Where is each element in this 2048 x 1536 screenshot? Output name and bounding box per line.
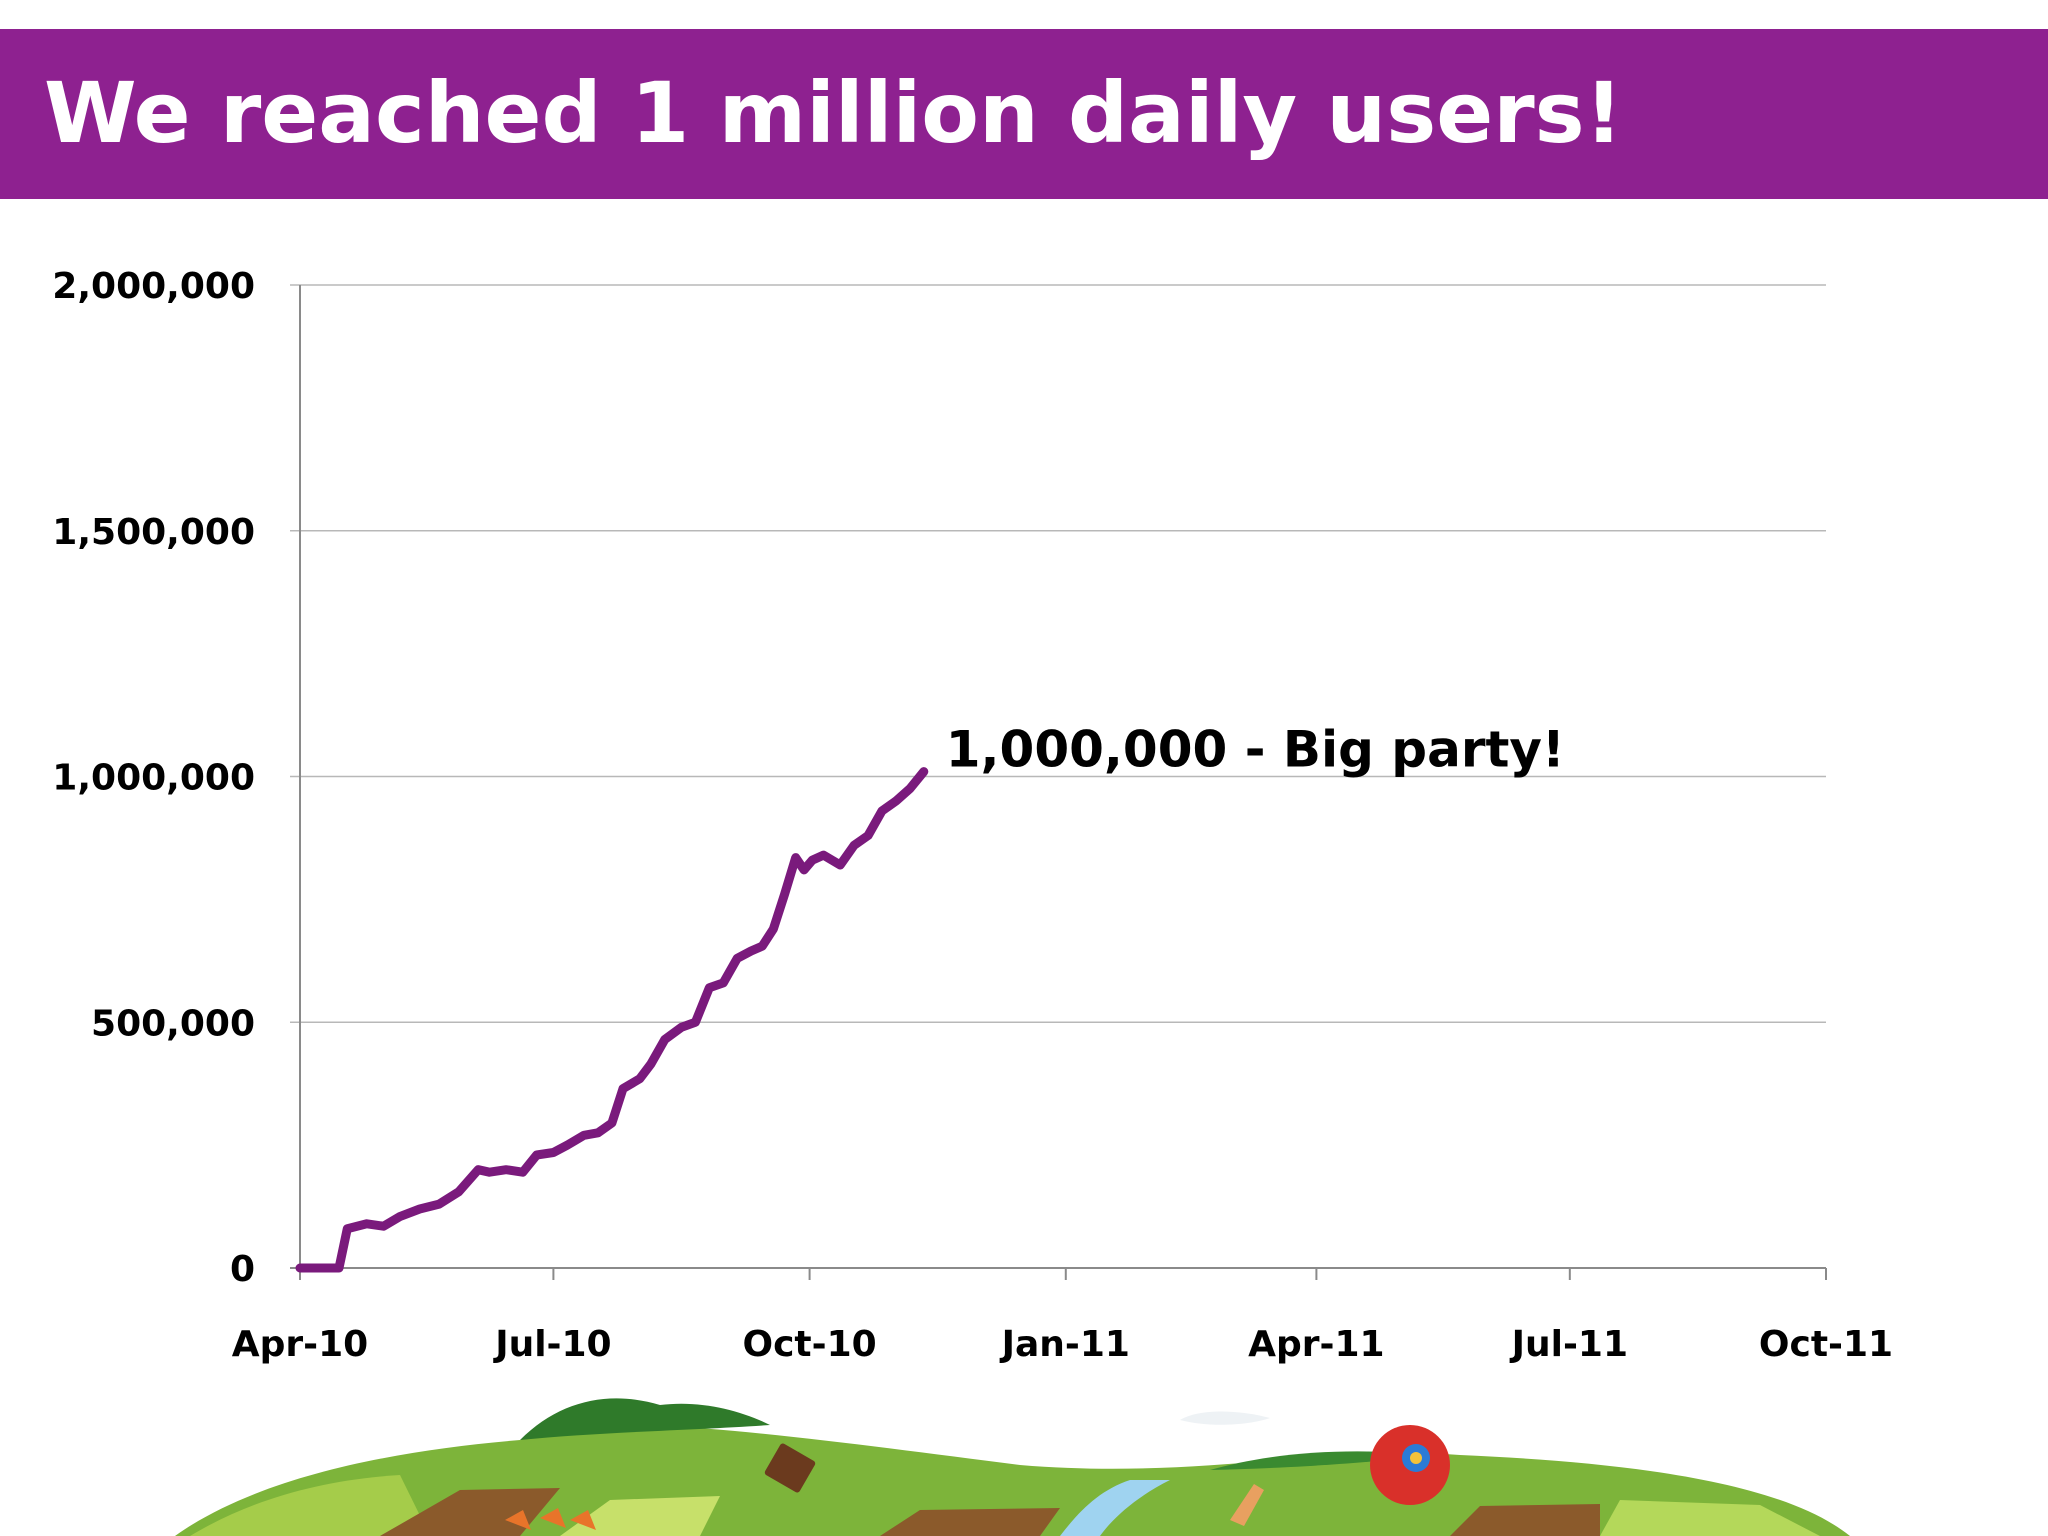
x-axis-ticks: Apr-10 Jul-10 Oct-10 Jan-11 Apr-11 Jul-11 Oct-… (232, 1268, 1893, 1365)
x-tick-label: Apr-10 (232, 1324, 368, 1365)
y-tick-label: 1,500,000 (52, 512, 255, 553)
x-tick-label: Oct-11 (1759, 1324, 1893, 1365)
chart-annotations: 1,000,000 - Big party! (946, 721, 1565, 779)
x-tick-label: Oct-10 (742, 1324, 876, 1365)
x-tick-label: Jan-11 (999, 1324, 1130, 1365)
chart-gridlines (290, 284, 1826, 1023)
y-axis-ticks: 0 500,000 1,000,000 1,500,000 2,000,000 (52, 266, 255, 1290)
y-tick-label: 1,000,000 (52, 758, 255, 799)
y-tick-label: 500,000 (91, 1003, 255, 1044)
x-tick-label: Jul-10 (492, 1324, 611, 1365)
milestone-annotation: 1,000,000 - Big party! (946, 721, 1565, 779)
daily-users-series-line (295, 767, 929, 1273)
x-tick-label: Jul-11 (1509, 1324, 1628, 1365)
slide-title: We reached 1 million daily users! (44, 64, 1623, 162)
x-tick-label: Apr-11 (1248, 1324, 1384, 1365)
chart-series (295, 767, 929, 1273)
landscape-illustration (175, 1398, 1850, 1536)
y-tick-label: 2,000,000 (52, 266, 255, 307)
y-tick-label: 0 (230, 1249, 255, 1290)
title-banner (0, 29, 2048, 199)
